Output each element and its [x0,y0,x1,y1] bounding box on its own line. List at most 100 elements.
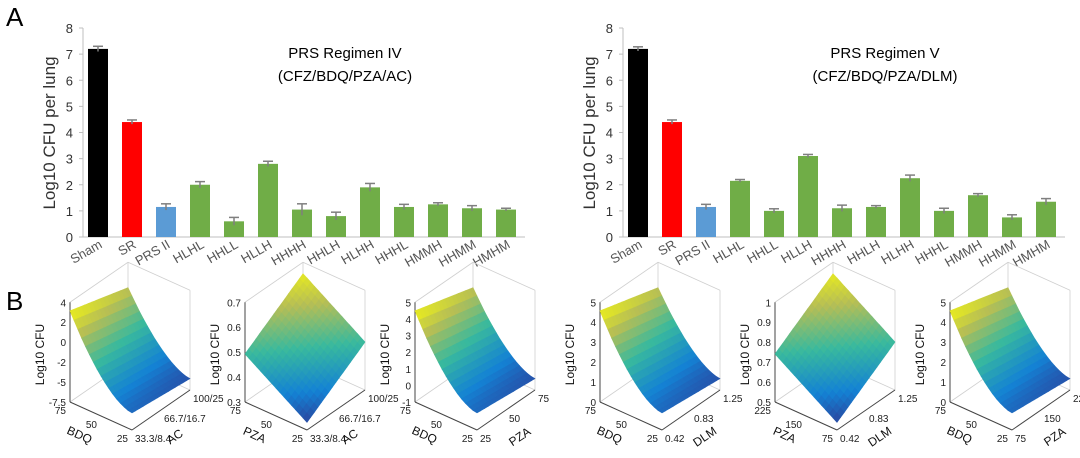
x-tick-label: HHHH [808,237,848,269]
right-axis-line [131,389,191,431]
z-tick-label: 0 [405,381,411,392]
surface-patch [1007,407,1017,414]
y-tick-label: 0 [606,230,613,245]
bar-hllh [798,156,818,237]
bar-sr [662,122,682,237]
chart-title-line-2: (CFZ/BDQ/PZA/DLM) [813,68,958,85]
x-tick-label: HLLH [238,237,274,267]
grid-line [949,261,1009,303]
y-tick-label: 0 [66,230,73,245]
grid-line [832,261,896,291]
left-tick-label: 25 [462,434,474,445]
x-tick-label: HMMH [402,237,445,270]
x-tick-label: HMHM [1010,237,1053,270]
right-tick-label: 0.42 [840,434,860,445]
surface-mesh [599,287,721,414]
y-tick-label: 3 [606,152,613,167]
bar-hhlh [326,216,346,237]
bar-hhhh [292,209,312,237]
y-tick-label: 1 [606,204,613,219]
z-tick-label: 3 [940,338,946,349]
left-axis-line [599,401,663,431]
grid-line [1007,261,1071,291]
z-axis-label: Log10 CFU [738,324,752,385]
bar-hlhh [900,178,920,237]
surface-patch [302,412,311,423]
x-tick-label: HHMM [436,237,479,270]
z-tick-label: 1 [940,378,946,389]
left-tick-label: 75 [230,406,242,417]
bar-hhhh [832,208,852,237]
z-axis-label: Log10 CFU [33,324,47,385]
right-axis-line [476,389,536,431]
z-tick-label: 0 [60,338,66,349]
surface-patch [832,412,841,423]
z-tick-label: 0.6 [227,323,241,334]
left-tick-label: 50 [616,420,628,431]
x-tick-label: HHLH [844,237,882,268]
z-tick-label: 0.4 [227,373,241,384]
y-tick-label: 2 [606,178,613,193]
chart-title-line-2: (CFZ/BDQ/PZA/AC) [278,68,412,85]
z-tick-label: 4 [590,318,596,329]
z-tick-label: 0.8 [757,338,771,349]
bar-prs-ii [696,206,716,237]
right-tick-label: 25 [480,434,492,445]
x-tick-label: HMMH [942,237,985,270]
bar-sham [88,48,108,238]
panel-label-a: A [6,2,24,32]
right-tick-label: 66.7/16.7 [164,414,206,425]
grid-line [244,261,304,303]
x-tick-label: HHLH [304,237,342,268]
bar-hlhl [730,180,750,237]
z-tick-label: 2 [405,348,411,359]
z-tick-label: 0.5 [757,398,771,409]
grid-line [657,261,721,291]
chart-title-line-1: PRS Regimen V [830,45,939,62]
y-axis-label: Log10 CFU per lung [40,56,59,209]
x-tick-label: HLHL [710,237,746,267]
right-axis-label: PZA [1041,424,1068,449]
bar-hhhl [394,206,414,237]
x-tick-label: HLHH [878,237,916,268]
bar-chart-regimen-v: 0 1 2 3 4 5 6 7 8 Log10 CFU per lung PRS Regimen V… [580,21,1065,270]
right-axis-label: PZA [506,424,533,449]
left-tick-label: 25 [647,434,659,445]
bar-hmhm [496,209,516,237]
right-tick-label: 1.25 [723,394,743,405]
y-tick-label: 4 [606,126,613,141]
y-tick-label: 2 [66,178,73,193]
z-tick-label: 4 [405,315,411,326]
right-axis-label: DLM [865,424,894,450]
left-axis-line [949,401,1013,431]
bar-hmmh [428,204,448,237]
z-tick-label: 0.7 [227,298,241,309]
left-tick-label: 50 [86,420,98,431]
left-tick-label: 75 [935,406,947,417]
y-tick-label: 3 [66,152,73,167]
right-axis-line [1011,389,1071,431]
grid-line [774,261,834,303]
left-axis-line [414,401,478,431]
z-tick-label: 0.5 [227,348,241,359]
z-tick-label: -7.5 [49,398,67,409]
right-axis-line [661,389,721,431]
surface-mesh [69,287,191,414]
y-tick-label: 8 [606,21,613,36]
surface-mesh [414,287,536,414]
x-tick-label: HHLL [204,237,240,267]
surface-patch [472,407,482,414]
y-tick-label: 1 [66,204,73,219]
right-tick-label: 75 [538,394,550,405]
y-tick-label: 6 [66,73,73,88]
right-tick-label: 33.3/8.4 [310,434,347,445]
left-tick-label: 25 [292,434,304,445]
z-tick-label: -2 [57,358,66,369]
x-tick-label: HLLH [778,237,814,267]
left-axis-line [244,401,308,431]
bar-sr [122,122,142,237]
